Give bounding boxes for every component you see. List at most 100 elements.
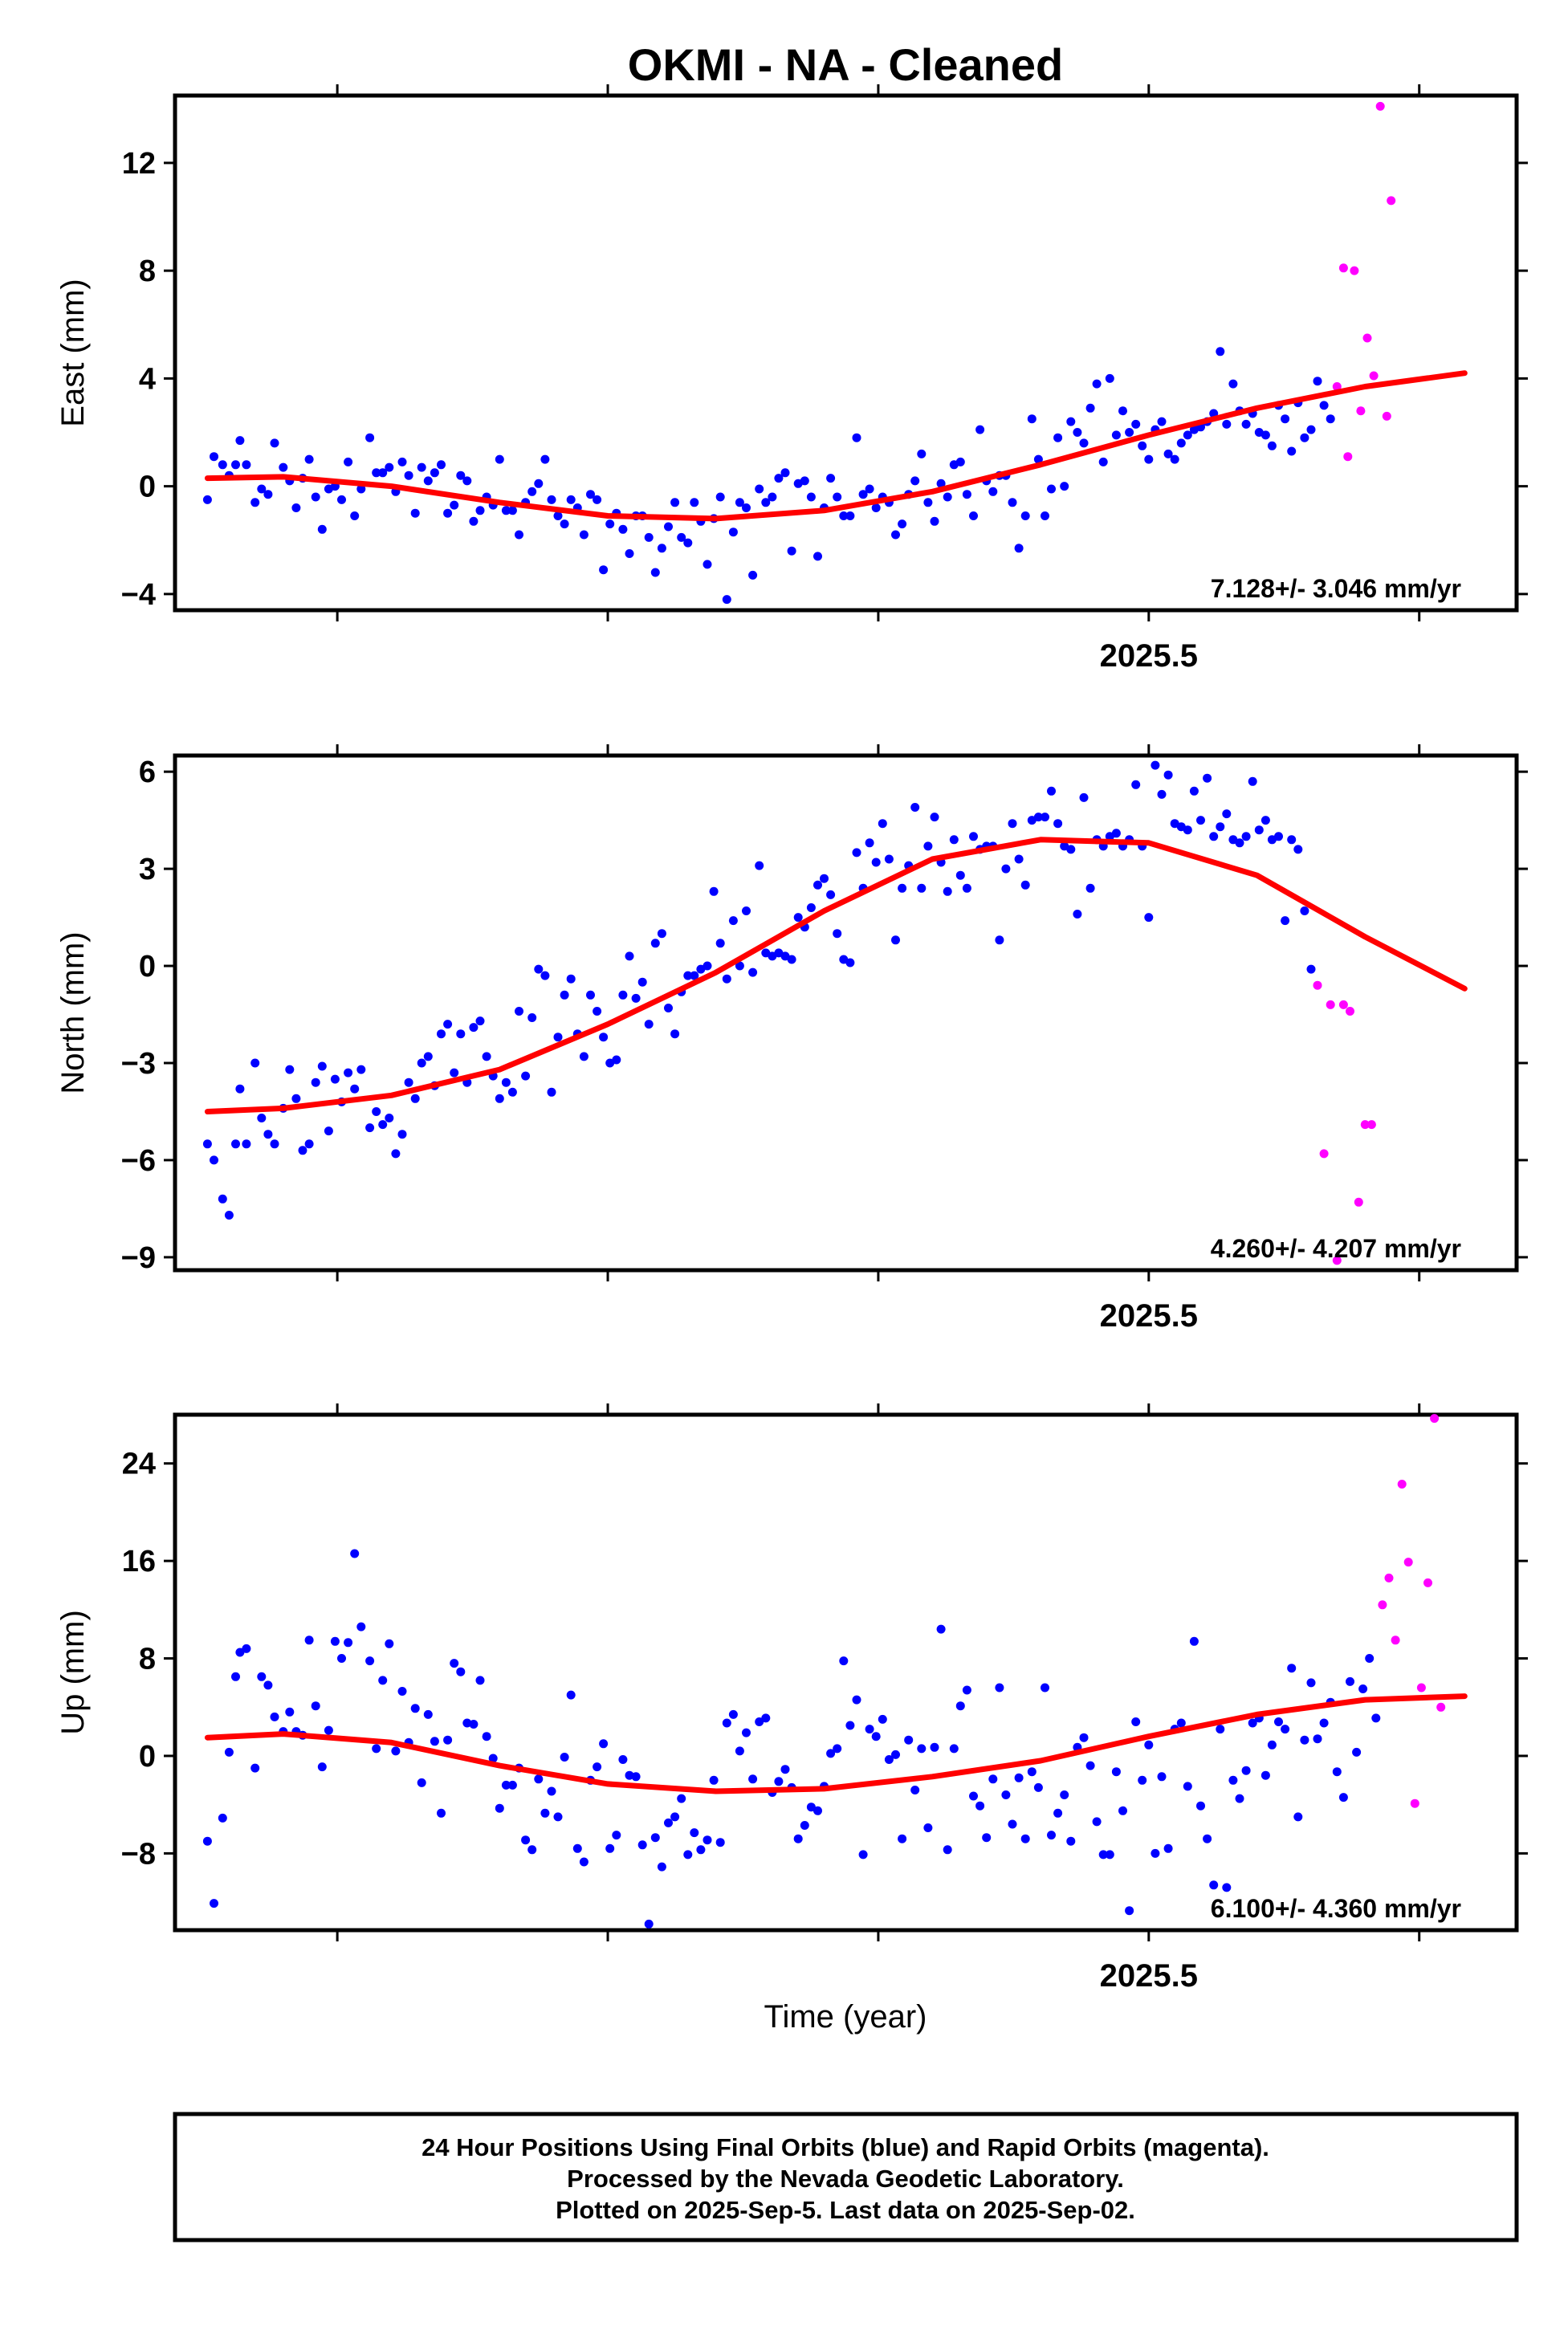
up-rapid-point — [1430, 1414, 1440, 1424]
up-final-point — [833, 1744, 842, 1754]
north-final-point — [884, 854, 894, 864]
east-final-point — [1085, 403, 1095, 413]
east-final-point — [263, 490, 273, 499]
north-final-point — [1209, 832, 1219, 841]
east-final-point — [910, 476, 920, 486]
north-y-tick-label: 3 — [139, 853, 156, 886]
north-final-point — [1189, 786, 1199, 796]
up-rapid-point — [1423, 1578, 1432, 1587]
north-final-point — [955, 870, 965, 880]
north-final-point — [291, 1094, 301, 1103]
east-final-point — [515, 530, 523, 540]
up-final-point — [1196, 1801, 1205, 1811]
north-final-point — [1203, 773, 1212, 783]
up-final-point — [443, 1735, 453, 1745]
up-final-point — [1020, 1834, 1030, 1843]
east-final-point — [475, 506, 485, 515]
east-final-point — [456, 470, 466, 480]
up-y-tick-label: 0 — [139, 1740, 156, 1774]
east-final-point — [1281, 414, 1290, 424]
north-final-point — [263, 1130, 273, 1139]
east-final-point — [304, 454, 314, 464]
east-final-point — [1020, 511, 1030, 520]
north-rapid-point — [1319, 1149, 1329, 1159]
up-fit-curve — [204, 1693, 1468, 1794]
up-final-point — [1203, 1834, 1212, 1843]
east-final-point — [605, 519, 615, 529]
east-final-point — [1125, 428, 1134, 437]
north-final-point — [787, 955, 796, 964]
north-final-point — [235, 1084, 245, 1094]
up-final-point — [1358, 1684, 1368, 1693]
up-final-point — [1293, 1812, 1303, 1822]
up-final-point — [1144, 1740, 1154, 1750]
chart-title: OKMI - NA - Cleaned — [628, 39, 1063, 90]
east-final-point — [540, 454, 550, 464]
up-rapid-point — [1416, 1683, 1426, 1693]
up-final-point — [728, 1709, 738, 1719]
north-rapid-point — [1366, 1120, 1376, 1130]
east-final-point — [1014, 544, 1024, 553]
east-rapid-point — [1338, 263, 1348, 273]
east-final-point — [311, 492, 320, 502]
east-final-point — [1073, 428, 1082, 437]
up-final-point — [1338, 1793, 1348, 1802]
north-final-point — [285, 1065, 295, 1074]
east-y-tick-label: 12 — [122, 147, 156, 181]
east-final-point — [813, 552, 822, 561]
footer-line-2: Processed by the Nevada Geodetic Laborat… — [567, 2165, 1124, 2193]
up-final-point — [962, 1685, 971, 1695]
up-final-point — [482, 1732, 491, 1741]
east-rapid-point — [1350, 266, 1359, 275]
north-final-point — [715, 939, 725, 948]
north-final-point — [521, 1071, 531, 1081]
up-final-point — [955, 1701, 965, 1711]
east-final-point — [715, 492, 725, 502]
north-final-point — [943, 886, 952, 896]
up-final-point — [566, 1690, 576, 1700]
up-final-point — [644, 1919, 654, 1929]
up-final-point — [800, 1821, 809, 1830]
up-final-point — [982, 1833, 992, 1843]
east-final-point — [975, 425, 985, 434]
north-final-point — [1079, 792, 1089, 802]
up-final-point — [356, 1622, 366, 1631]
up-final-point — [612, 1831, 621, 1840]
up-final-point — [1085, 1761, 1095, 1770]
up-final-point — [337, 1654, 346, 1663]
north-final-point — [1222, 809, 1232, 819]
east-final-point — [664, 522, 673, 532]
up-final-point — [1306, 1678, 1316, 1688]
north-final-point — [344, 1068, 353, 1077]
up-final-point — [1287, 1664, 1297, 1673]
north-final-point — [404, 1077, 413, 1087]
up-final-point — [547, 1786, 556, 1796]
north-final-point — [311, 1077, 320, 1087]
north-final-point — [664, 1004, 673, 1012]
east-final-point — [670, 498, 680, 507]
north-final-point — [1287, 835, 1297, 845]
up-final-point — [1027, 1767, 1037, 1777]
east-rapid-point — [1375, 101, 1385, 111]
east-final-point — [397, 457, 407, 466]
north-final-point — [579, 1052, 589, 1061]
up-final-point — [599, 1739, 609, 1749]
east-final-point — [728, 528, 738, 537]
east-rapid-point — [1332, 382, 1342, 391]
east-final-point — [1216, 347, 1225, 356]
east-final-point — [1176, 438, 1186, 448]
east-final-point — [1313, 377, 1322, 386]
east-final-point — [858, 490, 868, 499]
east-final-point — [527, 487, 537, 496]
north-final-point — [690, 971, 699, 980]
east-final-point — [1098, 457, 1108, 466]
east-final-point — [1241, 419, 1251, 429]
east-final-point — [231, 460, 240, 470]
east-final-point — [1222, 419, 1232, 429]
up-final-point — [1151, 1848, 1160, 1858]
north-final-point — [657, 929, 666, 939]
up-final-point — [865, 1725, 874, 1734]
up-final-point — [923, 1823, 933, 1832]
east-rate-label: 7.128+/- 3.046 mm/yr — [1211, 574, 1461, 603]
footer-line-3: Plotted on 2025-Sep-5. Last data on 2025… — [556, 2196, 1135, 2224]
